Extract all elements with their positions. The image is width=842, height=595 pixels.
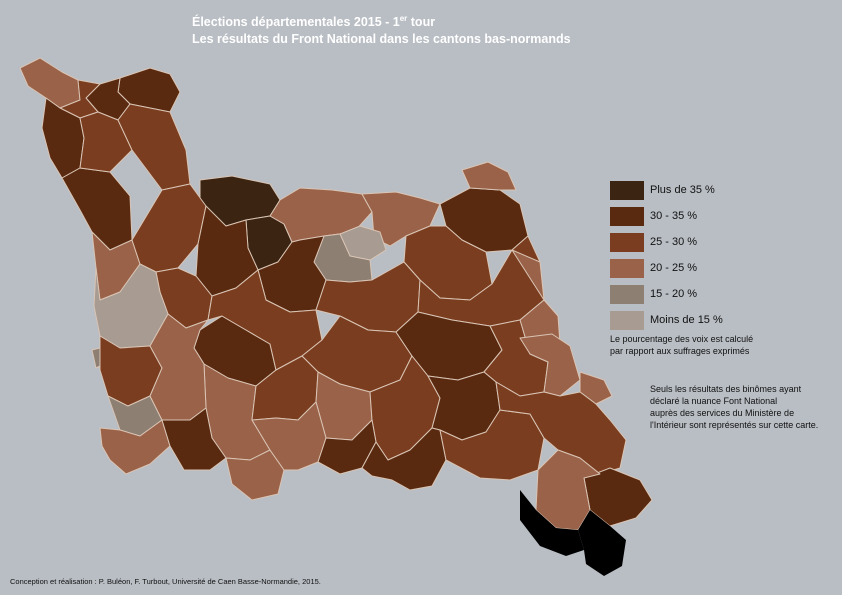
binomes-note-line-1: Seuls les résultats des binômes ayant [650,384,802,394]
canton-carrouges [225,449,285,501]
credit-line: Conception et réalisation : P. Buléon, F… [10,577,321,586]
legend-swatch [610,310,644,330]
legend-label: 30 - 35 % [650,210,698,222]
calc-note-line-2: par rapport aux suffrages exprimés [610,346,750,356]
title-line-2: Les résultats du Front National dans les… [192,32,571,47]
legend-label: Moins de 15 % [650,314,723,326]
legend-swatch [610,284,644,304]
legend-swatch [610,258,644,278]
legend-item: 20 - 25 % [610,255,723,281]
cantons-layer [19,57,653,576]
canton-alencon [495,381,627,475]
canton-saint-hilaire [579,371,613,405]
binomes-note: Seuls les résultats des binômes ayant dé… [650,383,830,431]
legend-swatch [610,206,644,226]
legend-item: 25 - 30 % [610,229,723,255]
canton-alencon-north [251,401,327,471]
legend-item: 15 - 20 % [610,281,723,307]
canton-granville-island [93,263,169,349]
legend-label: Plus de 35 % [650,184,715,196]
canton-coutances [131,183,207,273]
canton-honfleur [461,161,517,191]
canton-cotentin-east [117,103,191,191]
legend-label: 25 - 30 % [650,236,698,248]
binomes-note-line-2: déclaré la nuance Font National [650,396,778,406]
legend-item: Plus de 35 % [610,177,723,203]
legend: Plus de 35 % 30 - 35 % 25 - 30 % 20 - 25 % 1… [610,177,723,333]
binomes-note-line-4: l'Intérieur sont représentés sur cette c… [650,420,819,430]
canton-cotentin-center [79,111,133,173]
canton-flers [149,313,209,421]
calculation-note: Le pourcentage des voix est calculé par … [610,333,780,357]
legend-label: 15 - 20 % [650,288,698,300]
canton-domfront [99,419,171,475]
legend-item: 30 - 35 % [610,203,723,229]
map-title: Élections départementales 2015 - 1er tou… [192,10,571,48]
legend-swatch [610,180,644,200]
canton-longny [361,427,447,491]
title-line-1: Élections départementales 2015 - 1er tou… [192,14,436,30]
canton-conde [207,269,323,371]
calc-note-line-1: Le pourcentage des voix est calculé [610,334,754,344]
binomes-note-line-3: auprès des services du Ministère de [650,408,795,418]
legend-label: 20 - 25 % [650,262,698,274]
legend-swatch [610,232,644,252]
legend-item: Moins de 15 % [610,307,723,333]
